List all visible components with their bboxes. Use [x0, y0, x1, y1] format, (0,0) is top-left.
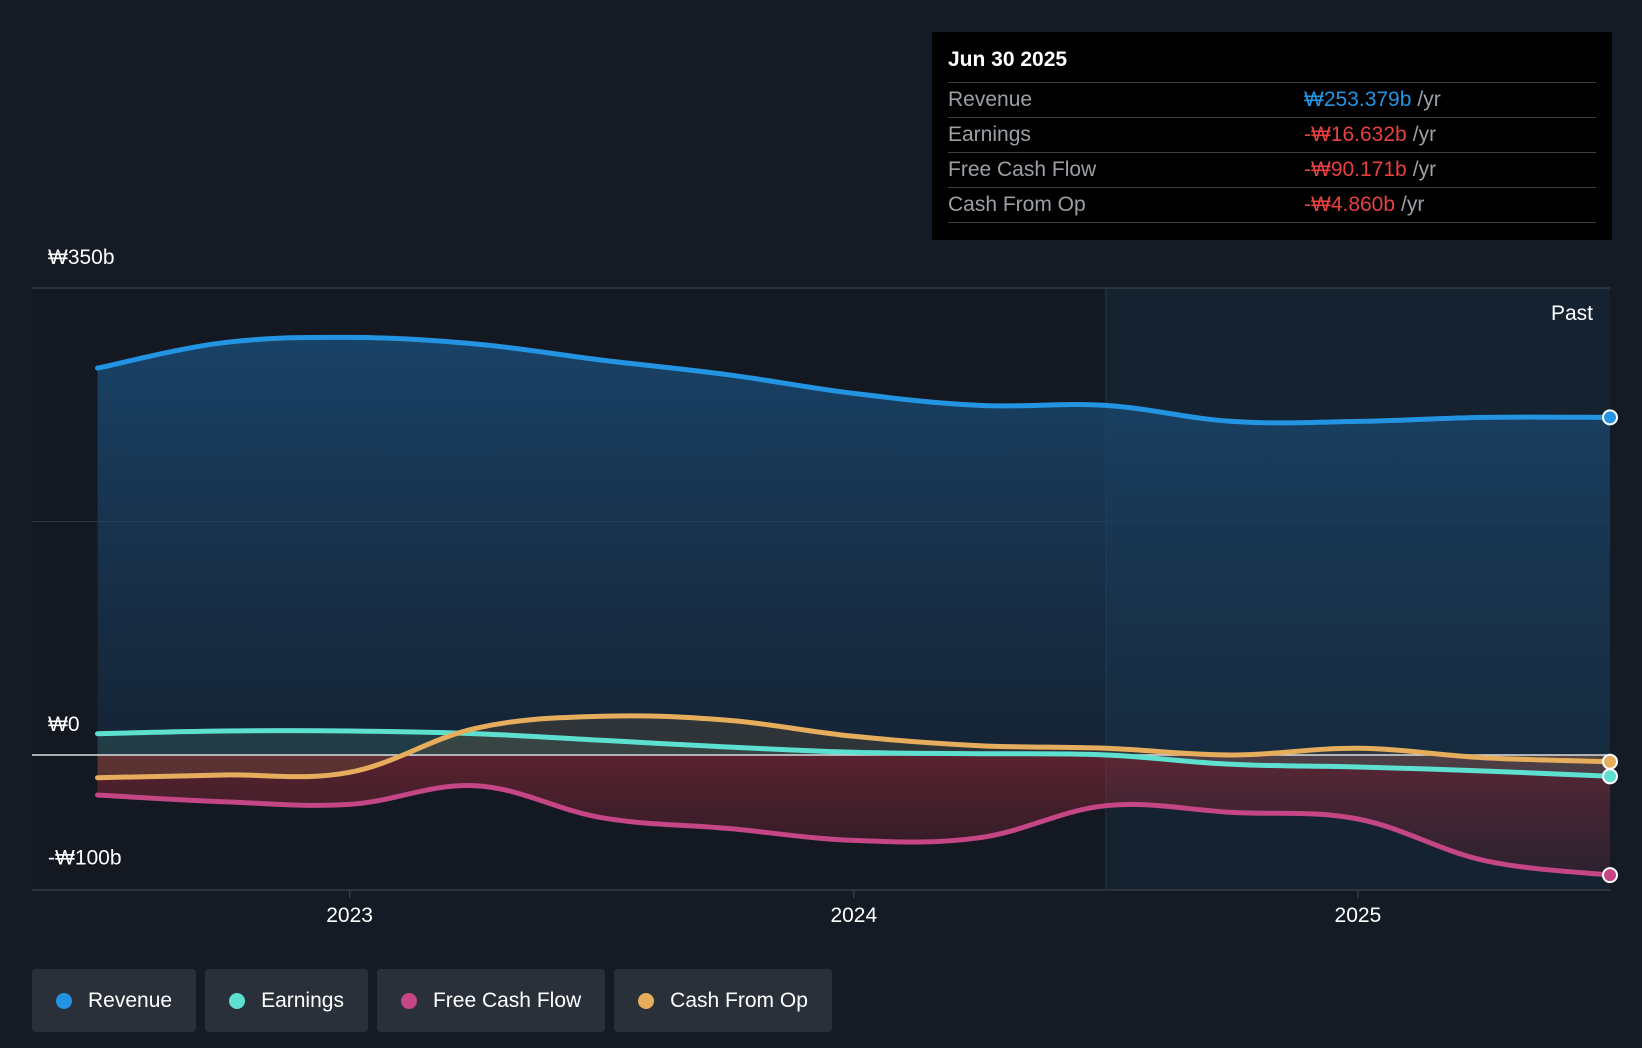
- tooltip-label: Earnings: [948, 123, 1031, 146]
- free-cash-flow-dot-icon: [400, 992, 417, 1009]
- cash-from-op-endpoint: [1602, 753, 1618, 770]
- series-endpoints: [1602, 409, 1618, 884]
- tooltip-row-earnings: Earnings -₩16.632b /yr: [948, 118, 1596, 153]
- tooltip-unit: /yr: [1417, 88, 1441, 111]
- cash-from-op-line: [95, 713, 1613, 781]
- legend: Revenue Earnings Free Cash Flow Cash Fro…: [32, 969, 832, 1032]
- legend-label: Earnings: [261, 988, 344, 1012]
- earnings-dot-icon: [229, 992, 246, 1009]
- cash-from-op-dot-icon: [638, 992, 655, 1009]
- tooltip-value: -₩4.860b: [1304, 193, 1396, 216]
- y-axis-label: ₩0: [48, 713, 80, 736]
- earnings-endpoint: [1602, 768, 1618, 785]
- tooltip-value: ₩253.379b: [1304, 88, 1412, 111]
- tooltip-label: Free Cash Flow: [948, 158, 1097, 181]
- tooltip-row-cash-from-op: Cash From Op -₩4.860b /yr: [948, 188, 1596, 223]
- x-tick-label: 2024: [830, 904, 877, 927]
- revenue-area: [97, 337, 1610, 755]
- tooltip-row-free-cash-flow: Free Cash Flow -₩90.171b /yr: [948, 153, 1596, 188]
- tooltip-unit: /yr: [1412, 158, 1437, 181]
- x-tick-label: 2023: [326, 904, 373, 927]
- free-cash-flow-line: [95, 783, 1613, 878]
- legend-item-earnings[interactable]: Earnings: [205, 969, 368, 1032]
- legend-item-revenue[interactable]: Revenue: [32, 969, 197, 1032]
- tooltip-panel: Jun 30 2025 Revenue ₩253.379b /yr Earnin…: [932, 32, 1612, 240]
- series-lines: [95, 334, 1613, 878]
- axes: ₩350b ₩0 -₩100b 2023 2024 2025: [48, 246, 1381, 927]
- tooltip-label: Cash From Op: [948, 193, 1086, 216]
- tooltip-date: Jun 30 2025: [948, 46, 1596, 83]
- legend-label: Free Cash Flow: [432, 988, 582, 1012]
- earnings-revenue-chart: ₩350b ₩0 -₩100b 2023 2024 2025 Past: [32, 246, 1618, 927]
- tooltip-value: -₩16.632b: [1304, 123, 1407, 146]
- legend-label: Cash From Op: [670, 988, 808, 1012]
- free-cash-flow-endpoint: [1602, 867, 1618, 884]
- revenue-line: [95, 334, 1613, 426]
- tooltip-value: -₩90.171b: [1304, 158, 1407, 181]
- earnings-line: [95, 728, 1613, 779]
- legend-item-cash-from-op[interactable]: Cash From Op: [614, 969, 832, 1032]
- x-tick-label: 2025: [1335, 904, 1382, 927]
- tooltip-unit: /yr: [1401, 193, 1425, 216]
- tooltip-label: Revenue: [948, 88, 1033, 111]
- tooltip-unit: /yr: [1412, 123, 1437, 146]
- y-axis-label: ₩350b: [48, 246, 115, 269]
- past-label: Past: [1551, 302, 1593, 325]
- y-axis-label: -₩100b: [48, 846, 122, 869]
- revenue-endpoint: [1602, 409, 1618, 426]
- legend-label: Revenue: [88, 988, 173, 1012]
- legend-item-free-cash-flow[interactable]: Free Cash Flow: [376, 969, 606, 1032]
- tooltip-row-revenue: Revenue ₩253.379b /yr: [948, 83, 1596, 118]
- revenue-dot-icon: [56, 992, 72, 1009]
